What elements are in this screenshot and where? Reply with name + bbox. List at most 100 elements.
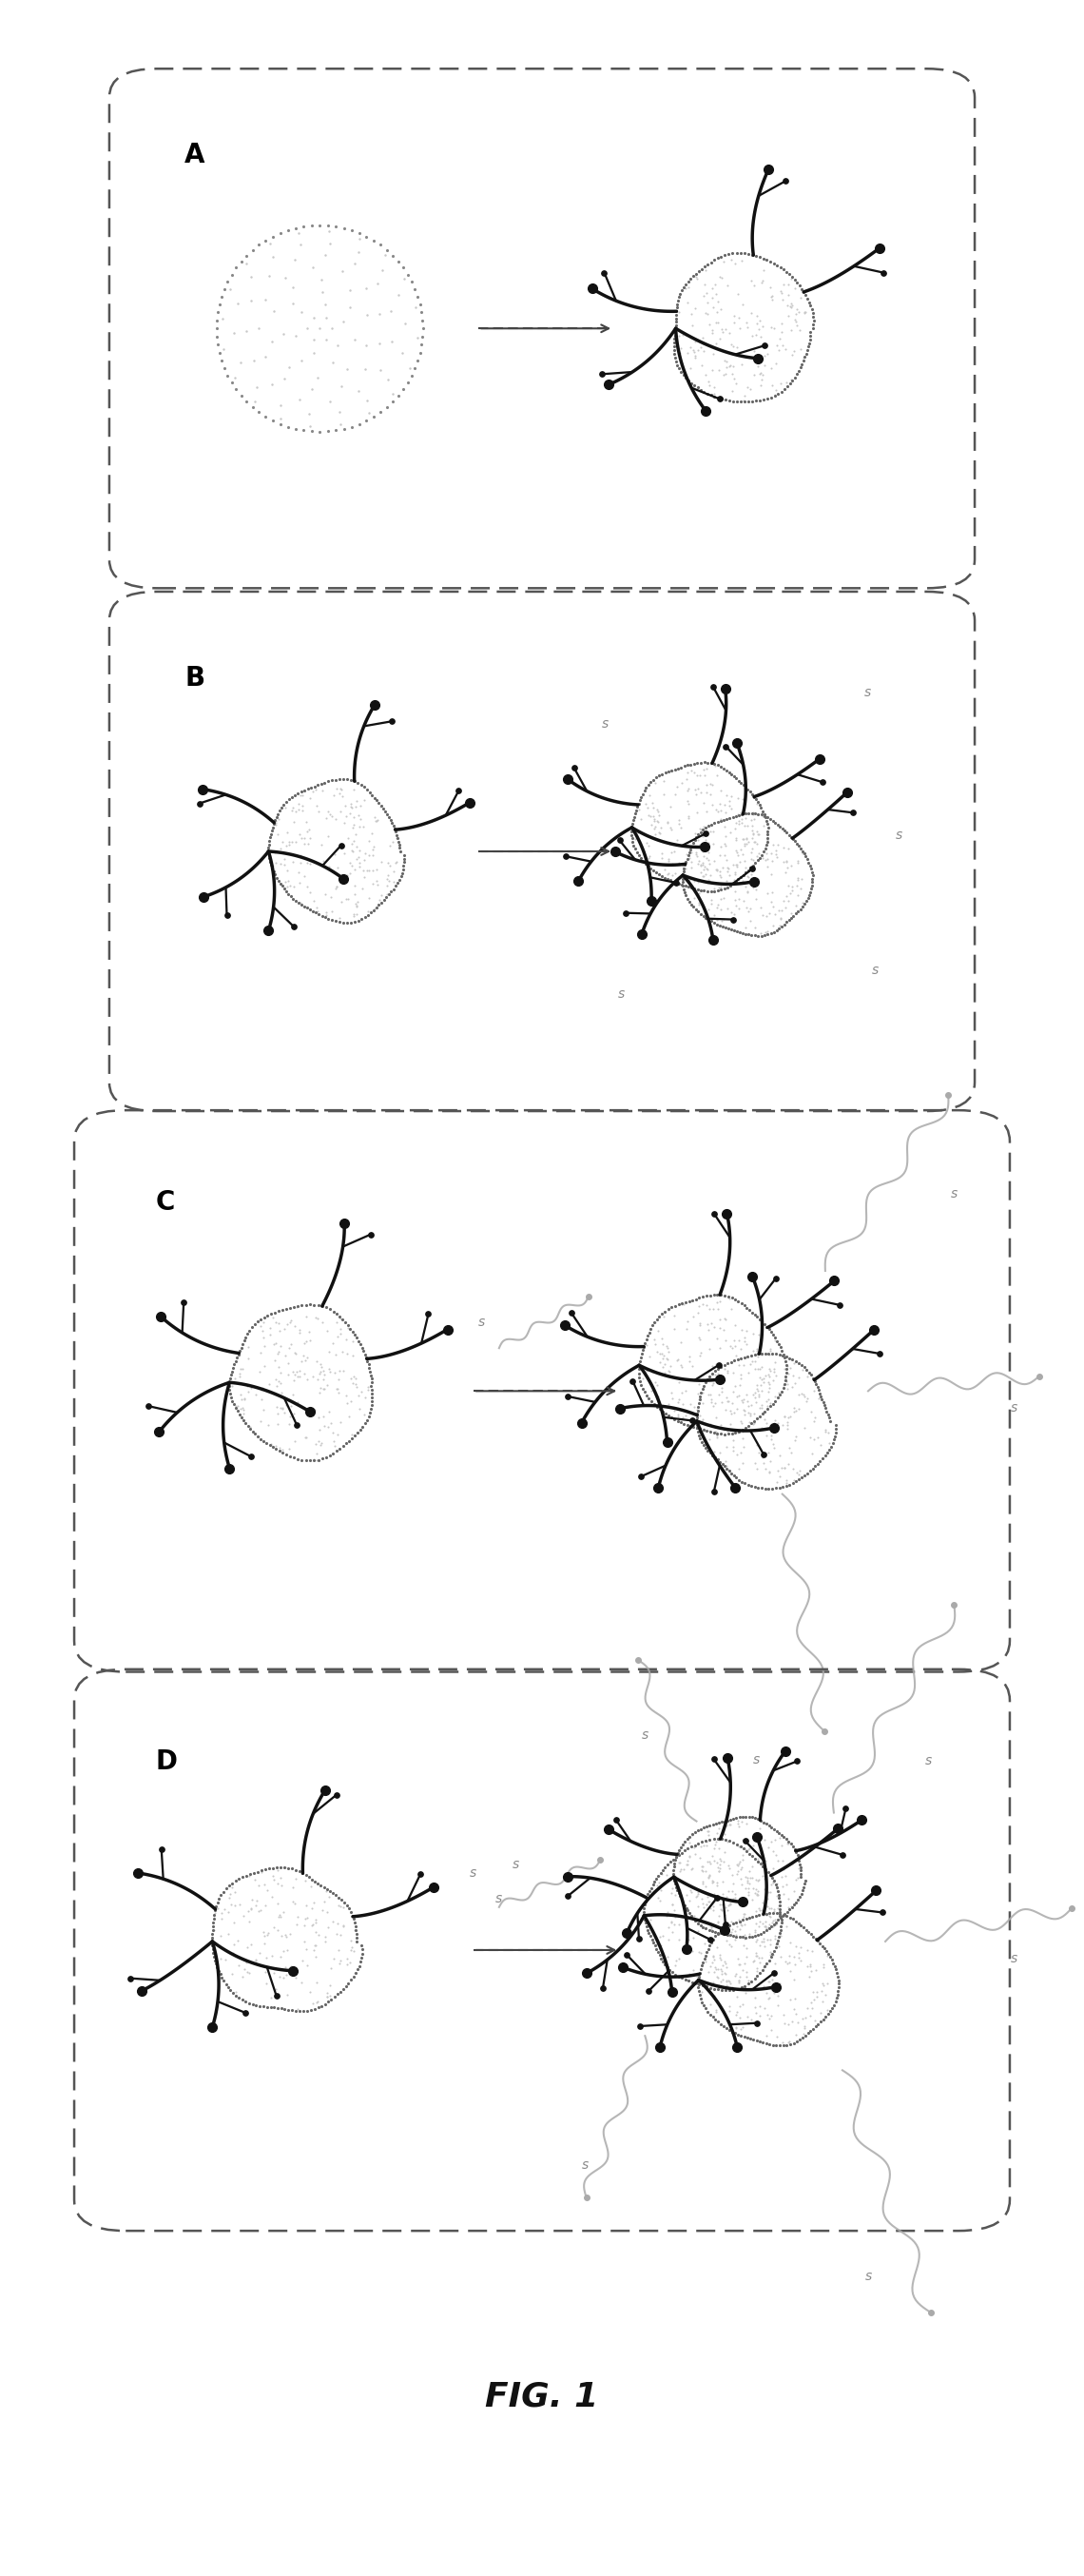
Point	[390, 822, 408, 863]
Point	[751, 2022, 769, 2063]
Point	[657, 1945, 674, 1986]
Point	[636, 1321, 654, 1363]
Point	[718, 1448, 735, 1489]
Point	[655, 1940, 672, 1981]
Point	[758, 1942, 775, 1984]
Point	[393, 853, 411, 894]
Point	[712, 801, 730, 842]
Point	[249, 1417, 267, 1458]
Point	[698, 1275, 715, 1316]
Point	[826, 1414, 843, 1455]
Point	[771, 1891, 788, 1932]
Point	[731, 1917, 748, 1958]
Point	[353, 1327, 371, 1368]
Point	[636, 1901, 654, 1942]
Point	[795, 1906, 812, 1947]
Point	[643, 1868, 660, 1909]
Point	[749, 914, 766, 956]
Point	[208, 1947, 225, 1989]
Point	[367, 886, 385, 927]
Point	[660, 750, 678, 791]
Point	[804, 2007, 822, 2048]
Point	[260, 829, 278, 871]
Point	[788, 822, 805, 863]
Point	[813, 1378, 830, 1419]
Point	[728, 1824, 746, 1865]
Point	[692, 1904, 709, 1945]
Point	[338, 1886, 356, 1927]
Point	[830, 1960, 848, 2002]
Point	[409, 340, 426, 381]
Point	[687, 1901, 705, 1942]
Point	[759, 822, 776, 863]
Point	[672, 350, 689, 392]
Point	[727, 1412, 745, 1453]
Point	[663, 750, 681, 791]
Point	[228, 368, 245, 410]
Point	[666, 330, 683, 371]
Point	[353, 1929, 371, 1971]
Point	[668, 294, 685, 335]
Point	[683, 1896, 700, 1937]
Point	[289, 1285, 307, 1327]
Point	[756, 914, 773, 956]
Point	[777, 250, 795, 291]
Point	[783, 1886, 800, 1927]
Point	[361, 1391, 378, 1432]
Point	[212, 276, 230, 317]
Point	[711, 904, 728, 945]
Point	[682, 258, 699, 299]
Point	[754, 237, 772, 278]
Point	[346, 902, 363, 943]
Point	[714, 1909, 732, 1950]
Point	[257, 219, 274, 260]
Point	[709, 2002, 726, 2043]
Point	[754, 791, 772, 832]
Point	[759, 811, 776, 853]
Point	[295, 410, 312, 451]
Point	[737, 1917, 754, 1958]
Point	[312, 762, 330, 804]
Point	[704, 1435, 721, 1476]
Point	[765, 912, 783, 953]
Point	[792, 1873, 810, 1914]
Point	[672, 1401, 689, 1443]
Point	[282, 1435, 299, 1476]
Point	[365, 889, 383, 930]
Point	[637, 1319, 655, 1360]
Point	[744, 1896, 761, 1937]
Point	[720, 1450, 737, 1492]
Point	[751, 379, 769, 420]
Point	[331, 1296, 348, 1337]
Point	[635, 1888, 653, 1929]
Point	[264, 216, 282, 258]
Point	[791, 1875, 809, 1917]
Point	[674, 858, 692, 899]
Point	[675, 744, 693, 786]
Point	[676, 1958, 694, 1999]
Point	[359, 768, 376, 809]
Point	[796, 1347, 813, 1388]
Point	[727, 1917, 745, 1958]
Point	[764, 1893, 782, 1935]
Point	[631, 1360, 648, 1401]
Point	[771, 907, 788, 948]
Point	[804, 1917, 822, 1958]
Point	[681, 1893, 698, 1935]
Point	[637, 842, 655, 884]
Point	[669, 283, 686, 325]
Point	[261, 1425, 279, 1466]
Point	[723, 2012, 740, 2053]
Point	[710, 1803, 727, 1844]
Point	[737, 1795, 754, 1837]
Point	[791, 889, 809, 930]
Point	[699, 871, 717, 912]
Text: s: s	[642, 1728, 648, 1741]
Point	[761, 2025, 778, 2066]
Point	[654, 1391, 671, 1432]
Point	[257, 1850, 274, 1891]
Point	[764, 801, 782, 842]
Point	[733, 2014, 750, 2056]
Point	[701, 1924, 719, 1965]
Point	[766, 801, 784, 842]
